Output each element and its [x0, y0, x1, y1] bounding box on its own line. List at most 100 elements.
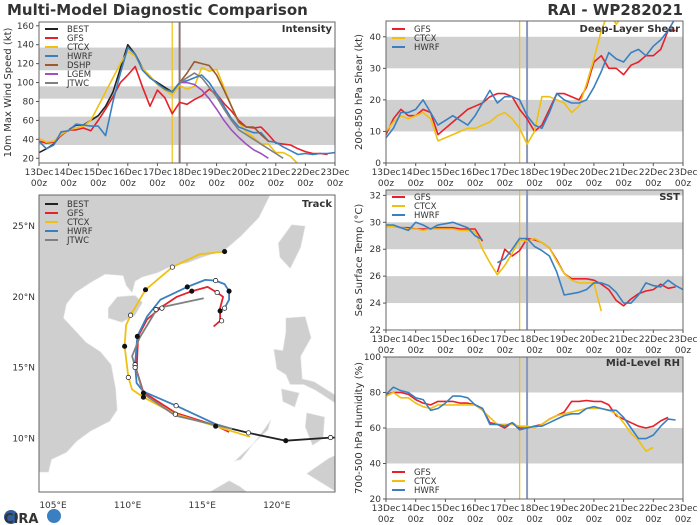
y-tick-label: 20: [370, 495, 382, 505]
x-tick-label-date: 18Dec: [173, 168, 202, 178]
x-tick-label-date: 13Dec: [372, 504, 401, 514]
shaded-band: [386, 276, 683, 304]
x-tick-label-date: 20Dec: [232, 168, 261, 178]
x-tick-label-date: 22Dec: [639, 504, 668, 514]
series-line-ctcx: [39, 50, 299, 163]
x-tick-label-hour: 00z: [238, 179, 254, 189]
series-line-hwrf: [39, 46, 335, 156]
shaded-band: [386, 222, 683, 250]
track-position-marker: [283, 438, 289, 444]
legend-label: HWRF: [67, 52, 93, 62]
track-position-marker: [245, 430, 252, 436]
x-tick-label-date: 20Dec: [579, 168, 608, 178]
track-position-marker: [173, 403, 179, 409]
shaded-band: [386, 36, 683, 69]
x-tick-label-hour: 00z: [268, 179, 284, 189]
series-line-gfs: [386, 29, 676, 136]
y-tick-label: 120: [17, 60, 34, 70]
x-tick-label-date: 17Dec: [490, 168, 519, 178]
x-tick-label-hour: 00z: [437, 346, 453, 356]
series-line-dshp: [178, 60, 269, 142]
track-position-marker: [217, 308, 223, 314]
x-tick-label-hour: 00z: [179, 179, 195, 189]
x-tick-label-date: 18Dec: [520, 168, 549, 178]
shaded-band: [39, 47, 335, 71]
x-tick-label-date: 13Dec: [372, 168, 401, 178]
x-tick-label-hour: 00z: [556, 179, 572, 189]
x-tick-label-date: 18Dec: [520, 335, 549, 345]
track-position-marker: [132, 364, 138, 371]
x-tick-label-hour: 00z: [61, 179, 77, 189]
figure-title: Multi-Model Diagnostic Comparison: [7, 1, 308, 19]
track-panel: 105°E 110°E 115°E 120°E 10°N 15°N 20°N 25°N Trac…: [12, 194, 336, 511]
x-tick-label-date: 14Dec: [54, 168, 83, 178]
x-tick-label-hour: 00z: [526, 179, 542, 189]
legend-label: HWRF: [414, 43, 440, 53]
x-tick-label-date: 15Dec: [84, 168, 113, 178]
land-visayas: [304, 412, 325, 446]
intensity-panel: 2040608010012014016013Dec00z14Dec00z15De…: [3, 21, 349, 189]
track-line-gfs: [135, 286, 230, 433]
x-tick-label-date: 21Dec: [609, 335, 638, 345]
x-tick-label-hour: 00z: [616, 515, 632, 525]
track-position-marker: [125, 374, 131, 380]
x-tick-label-hour: 00z: [327, 179, 343, 189]
lon-tick-label: 115°E: [189, 501, 217, 511]
y-tick-label: 140: [17, 41, 34, 51]
track-position-marker: [140, 390, 146, 396]
x-tick-label-hour: 00z: [149, 179, 165, 189]
x-tick-label-date: 21Dec: [609, 504, 638, 514]
y-tick-label: 100: [17, 79, 34, 89]
legend-label: GFS: [414, 25, 431, 35]
land-luzon: [273, 316, 335, 404]
shaded-band: [386, 357, 683, 393]
legend-label: CTCX: [414, 34, 437, 44]
legend-label: GFS: [67, 209, 84, 219]
plot-frame: [38, 194, 336, 493]
x-tick-label-date: 22Dec: [639, 335, 668, 345]
y-tick-label: 60: [370, 424, 382, 434]
storm-id: RAI - WP282021: [547, 1, 683, 19]
x-tick-label-hour: 00z: [675, 179, 691, 189]
legend-label: GFS: [67, 34, 84, 44]
x-tick-label-date: 19Dec: [550, 168, 579, 178]
x-tick-label-date: 13Dec: [372, 335, 401, 345]
y-tick-label: 60: [23, 116, 35, 126]
x-tick-label-date: 22Dec: [291, 168, 320, 178]
y-axis-label: 700-500 hPa Humidity (%): [354, 362, 365, 494]
track-position-marker: [222, 305, 228, 311]
cira-logo-text: CIRA: [4, 512, 38, 525]
x-tick-label-hour: 00z: [408, 346, 424, 356]
lat-tick-label: 20°N: [12, 293, 35, 303]
shaded-band: [386, 190, 683, 196]
series-line-ctcx: [386, 225, 603, 312]
x-tick-label-hour: 00z: [120, 179, 136, 189]
x-tick-label-hour: 00z: [467, 179, 483, 189]
x-tick-label-hour: 00z: [378, 515, 394, 525]
y-tick-label: 22: [370, 326, 381, 336]
panel-title: Mid-Level RH: [606, 358, 680, 369]
x-tick-label-hour: 00z: [378, 346, 394, 356]
x-tick-label-hour: 00z: [437, 515, 453, 525]
y-tick-label: 0: [375, 159, 381, 169]
y-axis-label: 200-850 hPa Shear (kt): [354, 34, 365, 150]
y-tick-label: 28: [370, 245, 382, 255]
x-tick-label-hour: 00z: [645, 515, 661, 525]
x-tick-label-date: 14Dec: [401, 168, 430, 178]
y-tick-label: 40: [23, 135, 35, 145]
panel-title: Track: [302, 199, 332, 210]
x-tick-label-date: 19Dec: [550, 335, 579, 345]
y-tick-label: 80: [23, 97, 35, 107]
series-line-hwrf: [386, 21, 675, 139]
x-tick-label-date: 21Dec: [261, 168, 290, 178]
x-tick-label-date: 20Dec: [579, 335, 608, 345]
x-tick-label-date: 14Dec: [401, 504, 430, 514]
y-tick-label: 30: [370, 64, 382, 74]
x-tick-label-hour: 00z: [675, 515, 691, 525]
panel-title: SST: [659, 192, 680, 203]
land-palawan: [233, 419, 272, 462]
legend-label: CTCX: [67, 218, 90, 228]
y-tick-label: 20: [370, 96, 382, 106]
x-tick-label-hour: 00z: [675, 346, 691, 356]
